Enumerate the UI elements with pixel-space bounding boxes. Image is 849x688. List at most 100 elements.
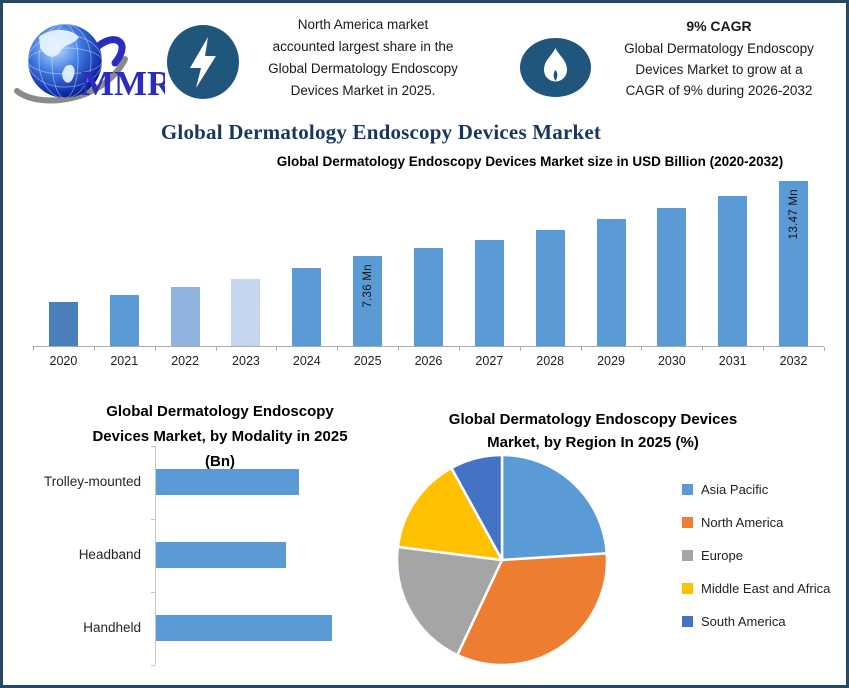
bar-data-label: 13.47 Mn xyxy=(787,189,800,240)
x-axis-label-2024: 2024 xyxy=(292,354,321,368)
x-axis-label-2026: 2026 xyxy=(414,354,443,368)
pie-slice-middle-east-and-africa xyxy=(396,466,504,562)
bar-slot xyxy=(520,175,581,346)
bar-2026 xyxy=(413,248,443,346)
market-size-chart-title: Global Dermatology Endoscopy Devices Mar… xyxy=(276,154,784,169)
bar-slot xyxy=(33,175,94,346)
legend-item: North America xyxy=(682,512,830,532)
legend-label: North America xyxy=(701,514,784,530)
bar-2024 xyxy=(292,268,322,346)
modality-value-axis xyxy=(155,446,156,665)
x-axis-label-2028: 2028 xyxy=(536,354,565,368)
bar-slot: 13.47 Mn xyxy=(763,175,824,346)
market-size-plot: 7.36 Mn 13.47 Mn xyxy=(33,175,824,347)
bar-2020 xyxy=(48,302,78,346)
modality-label-trolley-mounted: Trolley-mounted xyxy=(43,474,141,489)
pie-slice-europe xyxy=(395,545,504,657)
bar-slot xyxy=(155,175,216,346)
legend-label: Middle East and Africa xyxy=(701,580,831,596)
modality-label-handheld: Handheld xyxy=(83,620,141,635)
axis-tick xyxy=(277,347,339,351)
x-axis-label-2027: 2027 xyxy=(475,354,504,368)
axis-tick xyxy=(642,347,704,351)
legend-swatch xyxy=(682,582,693,594)
x-axis-label-2020: 2020 xyxy=(49,354,78,368)
bar-slot xyxy=(94,175,155,346)
pie-slice-south-america xyxy=(450,453,504,562)
axis-tick xyxy=(399,347,460,351)
bar-2025: 7.36 Mn xyxy=(353,256,383,346)
legend-label: Europe xyxy=(701,547,743,563)
bar-slot xyxy=(641,175,702,346)
modality-bar xyxy=(156,469,299,495)
modality-bar xyxy=(156,542,286,568)
highlight-cagr-block: 9% CAGR Global Dermatology Endoscopy Dev… xyxy=(593,16,845,101)
pie-slice-north-america xyxy=(456,552,609,667)
axis-tick xyxy=(338,347,400,351)
bar-slot xyxy=(216,175,277,346)
modality-row: Handheld xyxy=(3,615,388,641)
bar-slot xyxy=(581,175,642,346)
cagr-text: Global Dermatology Endoscopy Devices Mar… xyxy=(624,41,814,98)
x-axis-label-2025: 2025 xyxy=(353,354,382,368)
x-axis-label-2023: 2023 xyxy=(232,354,260,368)
axis-tick xyxy=(703,347,765,351)
globe-icon: MMR xyxy=(14,24,173,104)
legend-item: Middle East and Africa xyxy=(682,578,830,598)
modality-chart: Trolley-mounted Headband Handheld xyxy=(3,443,388,667)
axis-tick xyxy=(34,347,95,351)
axis-tick xyxy=(764,347,825,351)
bar-2028 xyxy=(535,230,565,346)
x-axis-label-2021: 2021 xyxy=(110,354,139,368)
legend-swatch xyxy=(682,549,693,561)
legend-swatch xyxy=(682,483,693,495)
region-chart-title: Global Dermatology Endoscopy Devices Mar… xyxy=(448,411,738,451)
modality-bar xyxy=(156,615,332,641)
pie-slice-asia-pacific xyxy=(500,453,609,562)
modality-chart-title: Global Dermatology Endoscopy Devices Mar… xyxy=(92,403,348,470)
modality-axis-tick xyxy=(151,665,155,666)
x-axis-label-2030: 2030 xyxy=(657,354,686,368)
highlight-north-america-text: North America market accounted largest s… xyxy=(268,17,458,98)
legend-label: Asia Pacific xyxy=(701,481,769,497)
modality-label-headband: Headband xyxy=(78,547,141,562)
market-size-axis-labels: 2020 2021 2022 2023 2024 2025 2026 2027 2028 2029… xyxy=(33,354,824,368)
axis-tick xyxy=(460,347,521,351)
legend-swatch xyxy=(682,615,693,627)
page-title: Global Dermatology Endoscopy Devices Mar… xyxy=(160,120,602,144)
legend-item: Europe xyxy=(682,545,830,565)
market-size-axis-ticks xyxy=(33,347,825,351)
brand-text: MMR xyxy=(81,64,165,103)
bar-slot xyxy=(398,175,459,346)
modality-row: Headband xyxy=(3,542,388,568)
x-axis-label-2029: 2029 xyxy=(597,354,625,368)
region-pie-chart xyxy=(395,453,609,667)
bar-slot xyxy=(276,175,337,346)
cagr-title: 9% CAGR xyxy=(686,18,752,34)
modality-axis-tick xyxy=(151,592,155,593)
axis-tick xyxy=(582,347,643,351)
bar-2022 xyxy=(170,287,200,346)
modality-axis-tick xyxy=(151,519,155,520)
mmr-logo: MMR xyxy=(11,15,173,114)
x-axis-label-2032: 2032 xyxy=(779,354,808,368)
flame-icon xyxy=(520,38,591,102)
bar-2023 xyxy=(231,279,261,346)
bar-2027 xyxy=(474,240,504,346)
bar-slot: 7.36 Mn xyxy=(337,175,398,346)
legend-item: Asia Pacific xyxy=(682,479,830,499)
bar-slot xyxy=(459,175,520,346)
legend-item: South America xyxy=(682,611,830,631)
region-legend: Asia Pacific North America Europe Middle Ea… xyxy=(682,479,830,644)
axis-tick xyxy=(156,347,217,351)
bar-2030 xyxy=(657,208,687,346)
bar-2029 xyxy=(596,219,626,346)
bar-2032: 13.47 Mn xyxy=(779,181,809,346)
x-axis-label-2031: 2031 xyxy=(718,354,747,368)
axis-tick xyxy=(95,347,156,351)
modality-row: Trolley-mounted xyxy=(3,469,388,495)
bar-slot xyxy=(702,175,763,346)
modality-axis-tick xyxy=(151,446,155,447)
legend-swatch xyxy=(682,516,693,528)
